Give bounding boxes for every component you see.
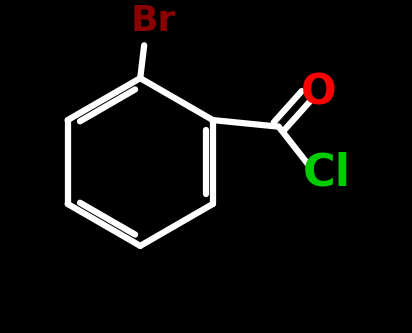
Text: O: O: [301, 72, 337, 114]
Text: Br: Br: [131, 4, 176, 38]
Text: Cl: Cl: [302, 151, 350, 194]
